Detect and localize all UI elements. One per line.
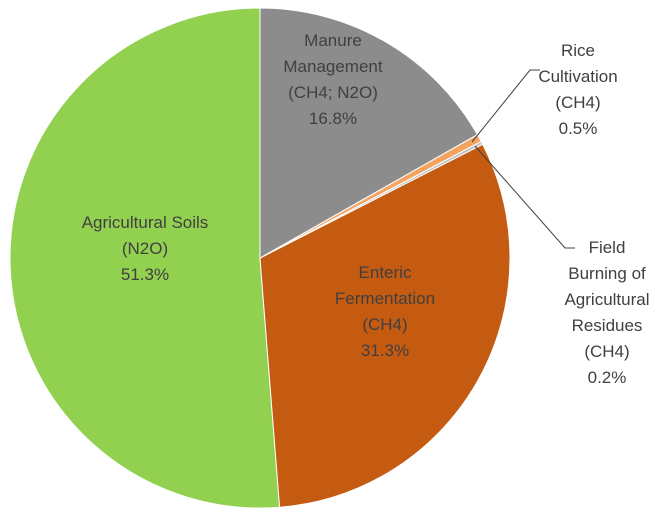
value-label: 51.3% (120, 265, 170, 284)
pie-slice (259, 143, 511, 508)
slice-label: Manure Management (CH4; N2O) 16.8% (268, 28, 398, 132)
slice-label: Field Burning of Agricultural Residues (… (557, 235, 657, 391)
slice-label: Enteric Fermentation (CH4) 31.3% (323, 260, 448, 364)
category-label: Field Burning of Agricultural Residues (… (564, 238, 650, 361)
value-label: 0.5% (558, 119, 598, 138)
leader-line (471, 69, 540, 143)
pie-slice (259, 7, 479, 259)
slice-label: Rice Cultivation (CH4) 0.5% (528, 38, 628, 142)
pie-slice (9, 7, 281, 509)
value-label: 31.3% (360, 341, 410, 360)
value-label: 16.8% (308, 109, 358, 128)
category-label: Agricultural Soils (N2O) (81, 213, 209, 258)
value-label: 0.2% (587, 368, 627, 387)
slice-label: Agricultural Soils (N2O) 51.3% (80, 210, 210, 288)
leader-line (474, 145, 575, 249)
category-label: Rice Cultivation (CH4) (538, 41, 618, 112)
category-label: Manure Management (CH4; N2O) (283, 31, 383, 102)
category-label: Enteric Fermentation (CH4) (334, 263, 436, 334)
